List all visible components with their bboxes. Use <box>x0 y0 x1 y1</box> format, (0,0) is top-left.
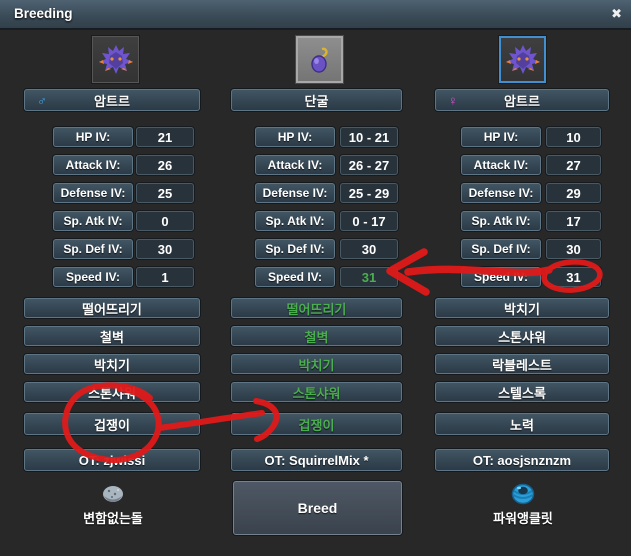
parent-right-sp-atk-iv-value: 17 <box>546 211 601 231</box>
parent-right-nature[interactable]: 노력 <box>435 413 609 435</box>
parent-right-attack-iv-value: 27 <box>546 155 601 175</box>
offspring-name-plate[interactable]: 단굴 <box>231 89 402 111</box>
attack-iv-label[interactable]: Attack IV: <box>53 155 133 175</box>
parent-left-attack-iv-value: 26 <box>136 155 194 175</box>
parent-left-sp-def-iv-value: 30 <box>136 239 194 259</box>
speed-iv-label[interactable]: Speed IV: <box>255 267 335 287</box>
parent-left-sprite-slot[interactable] <box>92 36 139 83</box>
speed-iv-label[interactable]: Speed IV: <box>461 267 541 287</box>
parent-right-move-3[interactable]: 락블레스트 <box>435 354 609 374</box>
defense-iv-label[interactable]: Defense IV: <box>255 183 335 203</box>
parent-right-move-2[interactable]: 스톤샤워 <box>435 326 609 346</box>
female-icon: ♀ <box>448 92 458 108</box>
parent-right-move-4[interactable]: 스텔스록 <box>435 382 609 402</box>
parent-right-move-1[interactable]: 박치기 <box>435 298 609 318</box>
parent-left-nature[interactable]: 겁쟁이 <box>24 413 200 435</box>
sp-atk-iv-label[interactable]: Sp. Atk IV: <box>255 211 335 231</box>
parent-left-move-3[interactable]: 박치기 <box>24 354 200 374</box>
breed-button[interactable]: Breed <box>233 481 402 535</box>
everstone-icon <box>103 486 123 502</box>
power-anklet-label: 파워앵클릿 <box>493 511 553 526</box>
egg-sprite-icon <box>310 47 328 73</box>
parent-right-speed-iv-value: 31 <box>546 267 601 287</box>
sp-def-iv-label[interactable]: Sp. Def IV: <box>461 239 541 259</box>
window-title: Breeding <box>14 6 73 21</box>
parent-right-defense-iv-value: 29 <box>546 183 601 203</box>
parent-left-hp-iv-value: 21 <box>136 127 194 147</box>
speed-iv-label[interactable]: Speed IV: <box>53 267 133 287</box>
parent-right-sprite-slot[interactable] <box>499 36 546 83</box>
power-anklet-icon <box>511 483 535 504</box>
offspring-sp-def-iv-value: 30 <box>340 239 398 259</box>
everstone-label: 변함없는돌 <box>83 511 143 526</box>
offspring-move-3[interactable]: 박치기 <box>231 354 402 374</box>
sp-atk-iv-label[interactable]: Sp. Atk IV: <box>53 211 133 231</box>
hp-iv-label[interactable]: HP IV: <box>461 127 541 147</box>
offspring-speed-iv-value: 31 <box>340 267 398 287</box>
sp-def-iv-label[interactable]: Sp. Def IV: <box>53 239 133 259</box>
purple-fossil-pokemon-sprite-icon <box>98 44 133 74</box>
parent-left-move-1[interactable]: 떨어뜨리기 <box>24 298 200 318</box>
parent-left-move-2[interactable]: 철벽 <box>24 326 200 346</box>
parent-right-sp-def-iv-value: 30 <box>546 239 601 259</box>
parent-left-speed-iv-value: 1 <box>136 267 194 287</box>
offspring-move-1[interactable]: 떨어뜨리기 <box>231 298 402 318</box>
offspring-hp-iv-value: 10 - 21 <box>340 127 398 147</box>
offspring-move-4[interactable]: 스톤샤워 <box>231 382 402 402</box>
parent-left-name-plate[interactable]: ♂ 암트르 <box>24 89 200 111</box>
offspring-defense-iv-value: 25 - 29 <box>340 183 398 203</box>
parent-left-held-item-slot[interactable] <box>100 483 126 505</box>
parent-right-ot[interactable]: OT: aosjsnznzm <box>435 449 609 471</box>
title-bar[interactable]: Breeding ✖ <box>0 0 631 30</box>
parent-right-held-item-slot[interactable] <box>509 481 537 506</box>
offspring-sp-atk-iv-value: 0 - 17 <box>340 211 398 231</box>
parent-left-defense-iv-value: 25 <box>136 183 194 203</box>
parent-right-hp-iv-value: 10 <box>546 127 601 147</box>
defense-iv-label[interactable]: Defense IV: <box>53 183 133 203</box>
offspring-nature[interactable]: 겁쟁이 <box>231 413 402 435</box>
hp-iv-label[interactable]: HP IV: <box>53 127 133 147</box>
offspring-name: 단굴 <box>304 93 329 109</box>
offspring-sprite-slot[interactable] <box>296 36 343 83</box>
close-icon[interactable]: ✖ <box>611 6 622 21</box>
defense-iv-label[interactable]: Defense IV: <box>461 183 541 203</box>
attack-iv-label[interactable]: Attack IV: <box>461 155 541 175</box>
sp-atk-iv-label[interactable]: Sp. Atk IV: <box>461 211 541 231</box>
purple-fossil-pokemon-sprite-icon <box>505 44 540 74</box>
offspring-move-2[interactable]: 철벽 <box>231 326 402 346</box>
parent-right-name-plate[interactable]: ♀ 암트르 <box>435 89 609 111</box>
offspring-attack-iv-value: 26 - 27 <box>340 155 398 175</box>
parent-left-ot[interactable]: OT: zjwissi <box>24 449 200 471</box>
parent-left-sp-atk-iv-value: 0 <box>136 211 194 231</box>
parent-right-name: 암트르 <box>504 93 540 109</box>
attack-iv-label[interactable]: Attack IV: <box>255 155 335 175</box>
sp-def-iv-label[interactable]: Sp. Def IV: <box>255 239 335 259</box>
parent-left-name: 암트르 <box>94 93 130 109</box>
male-icon: ♂ <box>37 92 47 108</box>
parent-left-move-4[interactable]: 스톤샤워 <box>24 382 200 402</box>
hp-iv-label[interactable]: HP IV: <box>255 127 335 147</box>
offspring-ot[interactable]: OT: SquirrelMix * <box>231 449 402 471</box>
